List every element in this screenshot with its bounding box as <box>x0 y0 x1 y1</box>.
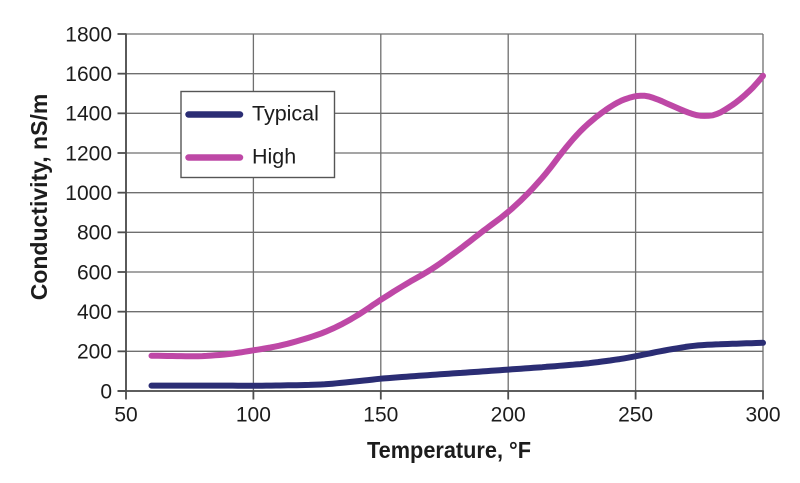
svg-text:1600: 1600 <box>65 63 112 86</box>
svg-text:300: 300 <box>745 404 780 427</box>
svg-text:200: 200 <box>491 404 526 427</box>
svg-text:1000: 1000 <box>65 182 112 205</box>
svg-text:1200: 1200 <box>65 142 112 165</box>
svg-text:400: 400 <box>77 301 112 324</box>
svg-text:Conductivity, nS/m: Conductivity, nS/m <box>26 94 52 301</box>
svg-text:1400: 1400 <box>65 103 112 126</box>
svg-text:800: 800 <box>77 222 112 245</box>
svg-text:High: High <box>252 145 296 169</box>
svg-text:0: 0 <box>100 380 112 403</box>
svg-text:150: 150 <box>363 404 398 427</box>
svg-text:1800: 1800 <box>65 23 112 46</box>
svg-text:200: 200 <box>77 341 112 364</box>
svg-text:Temperature, °F: Temperature, °F <box>367 437 531 463</box>
svg-text:50: 50 <box>114 404 137 427</box>
svg-text:250: 250 <box>618 404 653 427</box>
svg-text:100: 100 <box>236 404 271 427</box>
svg-text:600: 600 <box>77 261 112 284</box>
svg-text:Typical: Typical <box>252 102 319 126</box>
